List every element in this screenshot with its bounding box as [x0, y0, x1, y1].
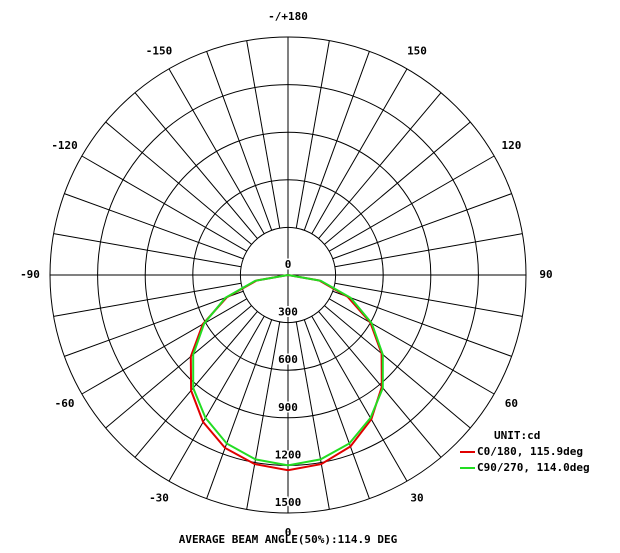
footer: AVERAGE BEAM ANGLE(50%):114.9 DEG: [179, 533, 398, 546]
series-line: [192, 274, 384, 467]
legend-label: C0/180, 115.9deg: [477, 445, 583, 458]
r-tick-label: 300: [278, 306, 298, 319]
angle-tick-label: 30: [410, 491, 423, 504]
angle-tick-label: -150: [146, 45, 173, 58]
r-tick-label: 1200: [275, 448, 302, 461]
grid-circle: [49, 36, 527, 514]
angle-tick-label: 0: [285, 526, 292, 539]
r-tick-label: 0: [285, 258, 292, 271]
angle-tick-label: 150: [407, 45, 427, 58]
angle-tick-label: -90: [20, 268, 40, 281]
angle-tick-label: 120: [501, 139, 521, 152]
grid-circle: [192, 179, 384, 371]
angle-tick-label: -30: [149, 491, 169, 504]
legend-label: C90/270, 114.0deg: [477, 461, 590, 474]
angle-tick-label: -/+180: [268, 10, 308, 23]
r-tick-label: 600: [278, 353, 298, 366]
angle-tick-label: -120: [51, 139, 78, 152]
grid-circle: [144, 131, 432, 419]
angle-tick-label: 90: [539, 268, 552, 281]
unit-label: UNIT:cd: [494, 429, 540, 442]
angle-tick-label: 60: [505, 397, 518, 410]
r-tick-label: 1500: [275, 496, 302, 509]
r-tick-label: 900: [278, 401, 298, 414]
grid-circle: [239, 226, 337, 324]
angle-tick-label: -60: [55, 397, 75, 410]
